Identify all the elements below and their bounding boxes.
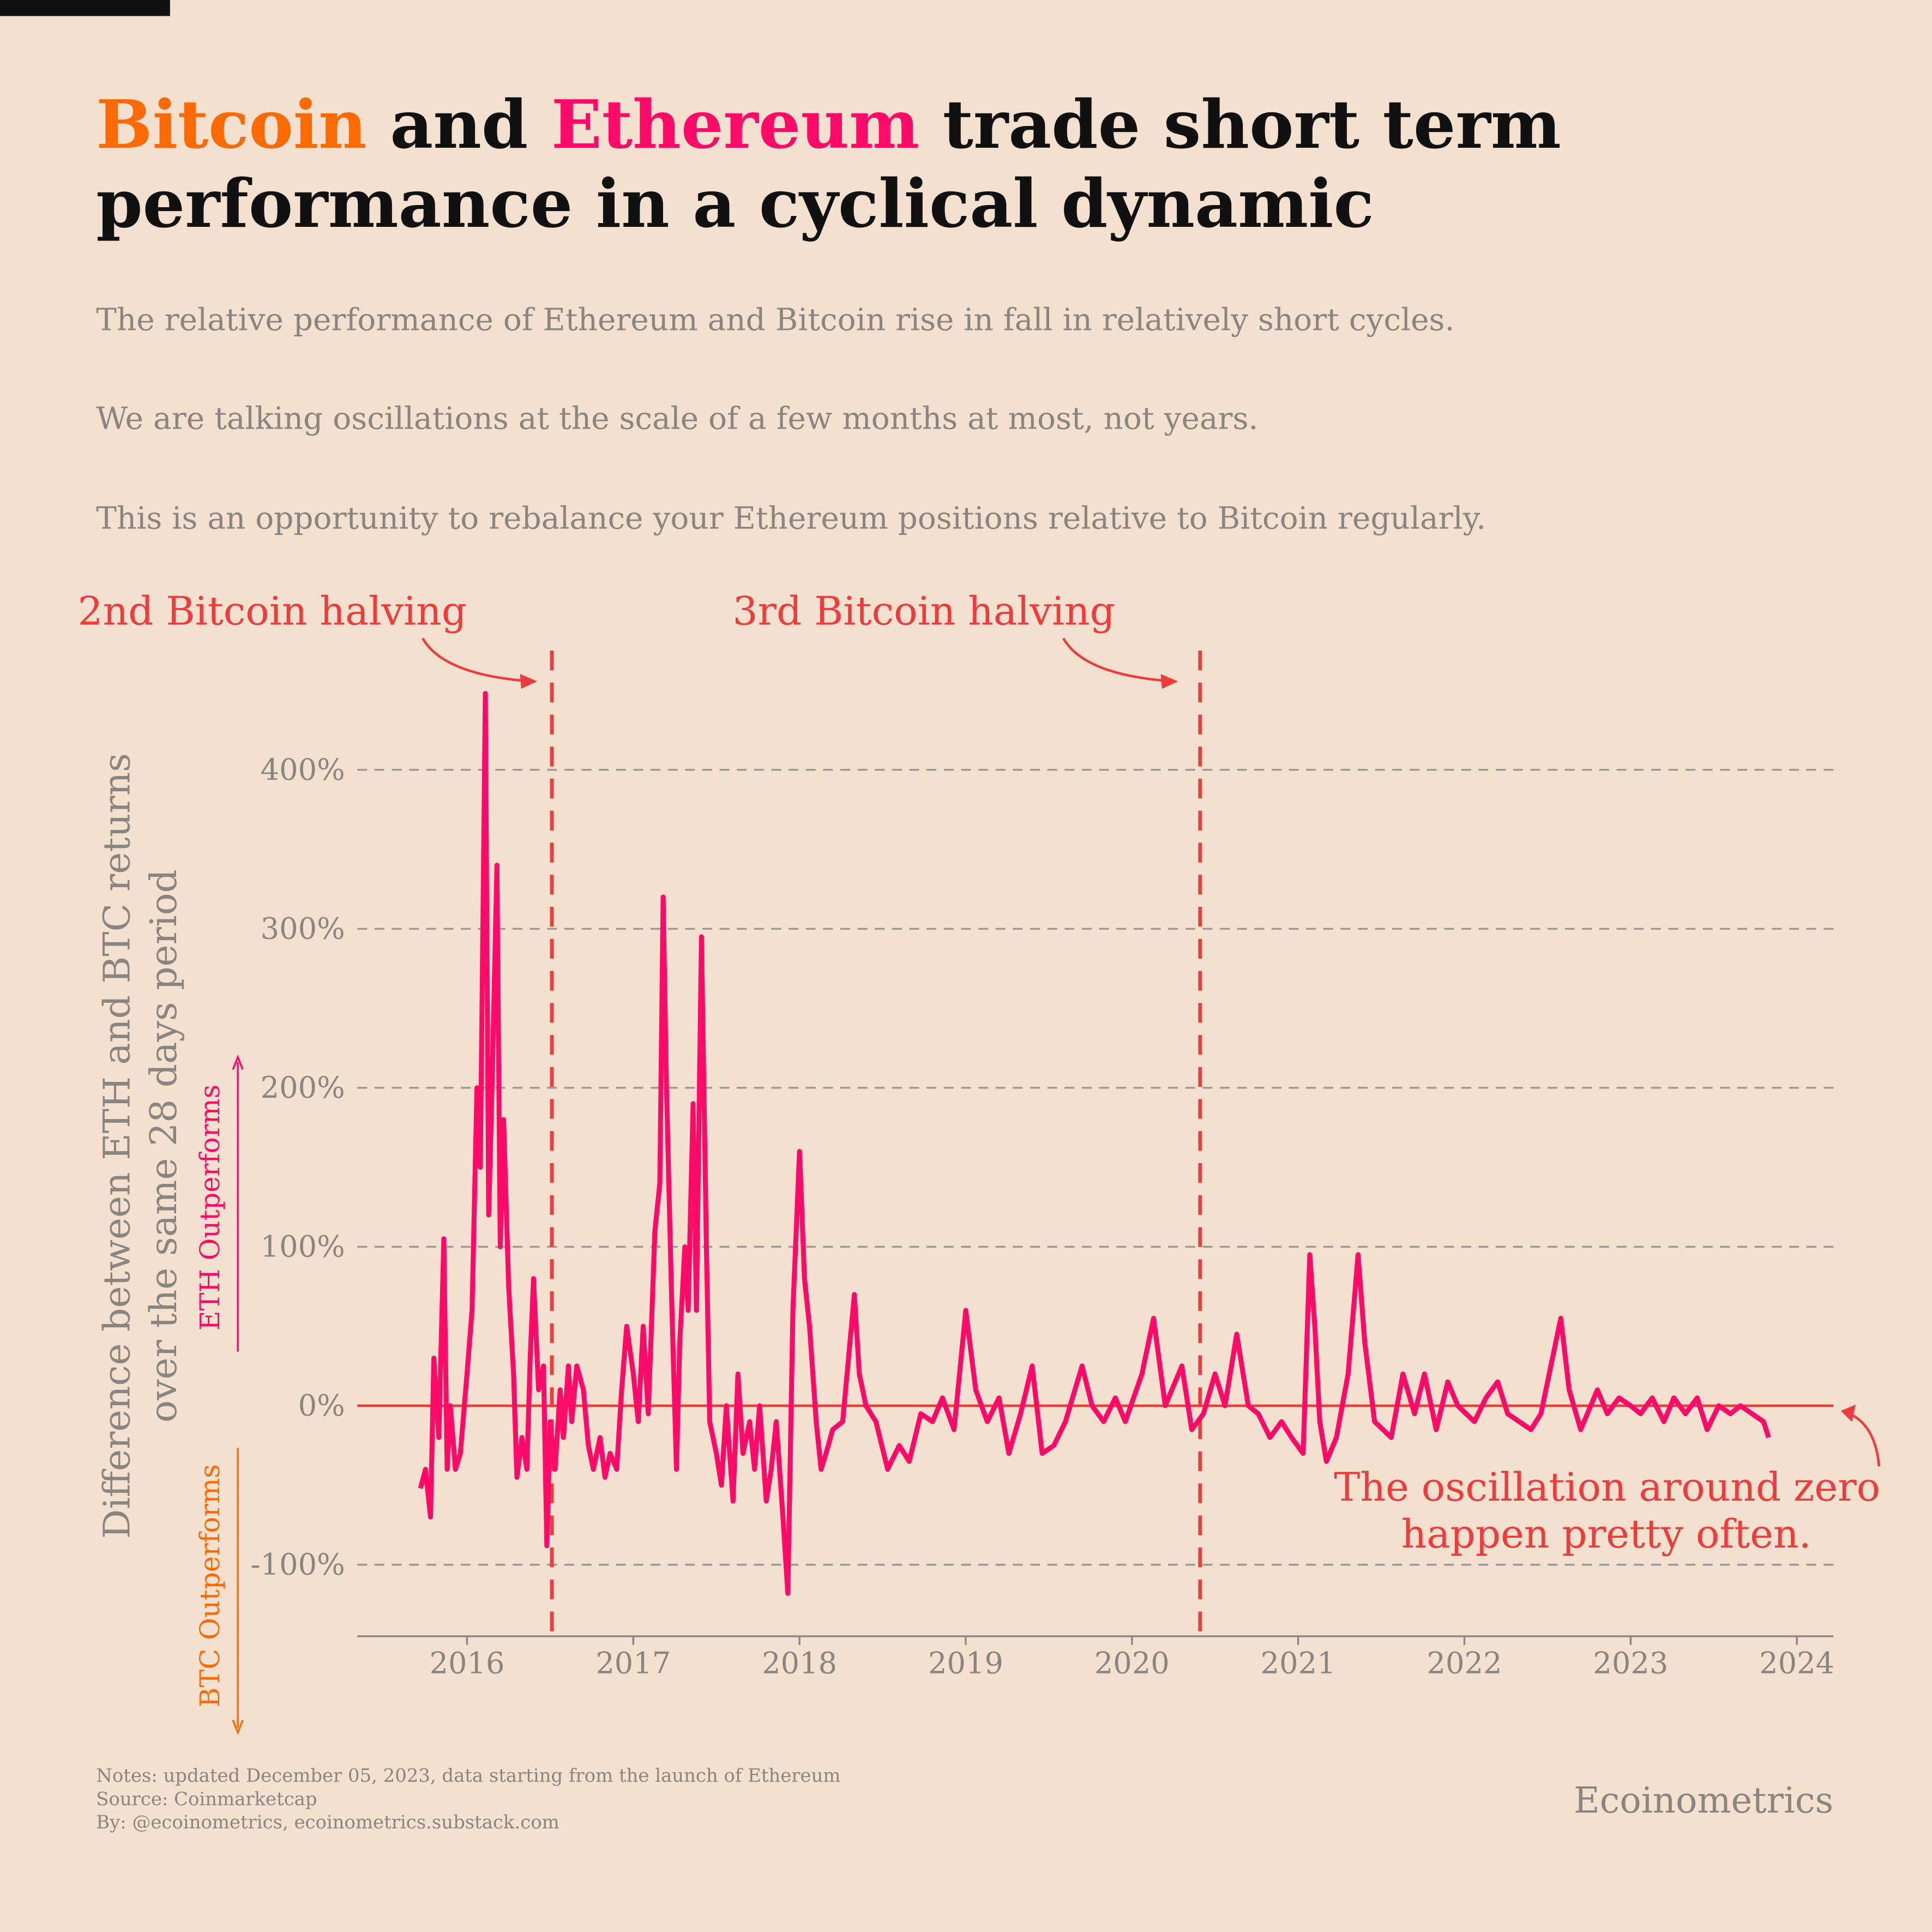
arrow-head xyxy=(520,673,538,689)
y-axis-label: Difference between ETH and BTC returns xyxy=(95,753,138,1539)
note: By: @ecoinometrics, ecoinometrics.substa… xyxy=(96,1811,559,1833)
brand: Ecoinometrics xyxy=(1574,1780,1833,1821)
title-part: performance in a cyclical dynamic xyxy=(96,164,1374,243)
eth-label: ETH Outperforms xyxy=(194,1085,226,1331)
y-axis-label: over the same 28 days period xyxy=(142,869,185,1423)
arrow-head xyxy=(1840,1404,1856,1422)
subtitle: The relative performance of Ethereum and… xyxy=(96,303,1454,338)
subtitle: This is an opportunity to rebalance your… xyxy=(96,501,1486,536)
chart-title: performance in a cyclical dynamic xyxy=(96,164,1374,243)
arrow-head xyxy=(1160,673,1178,689)
y-tick-label: 400% xyxy=(261,753,345,787)
x-tick-label: 2024 xyxy=(1759,1646,1834,1680)
arrow xyxy=(422,637,533,683)
note: Source: Coinmarketcap xyxy=(96,1788,317,1809)
btc-label: BTC Outperforms xyxy=(194,1464,226,1707)
y-tick-label: 0% xyxy=(298,1388,345,1423)
x-tick-label: 2017 xyxy=(595,1646,671,1680)
title-block: Bitcoin and Ethereum trade short termper… xyxy=(96,85,1561,243)
title-part: and xyxy=(367,85,551,164)
y-tick-label: 100% xyxy=(261,1229,345,1263)
arrow xyxy=(1062,637,1173,683)
top-bar xyxy=(0,0,170,16)
annotation: The oscillation around zero xyxy=(1334,1465,1880,1510)
x-tick-label: 2018 xyxy=(762,1646,837,1680)
data-line xyxy=(418,691,1771,1596)
y-tick-label: 200% xyxy=(261,1070,345,1105)
x-tick-label: 2023 xyxy=(1593,1646,1668,1680)
x-tick-label: 2020 xyxy=(1094,1646,1170,1680)
x-tick-label: 2016 xyxy=(429,1646,504,1680)
title-part: Bitcoin xyxy=(96,85,367,164)
title-part: Ethereum xyxy=(551,85,919,164)
annotation: happen pretty often. xyxy=(1401,1512,1811,1557)
halving-label: 3rd Bitcoin halving xyxy=(732,589,1115,635)
title-part: trade short term xyxy=(919,85,1561,164)
x-tick-label: 2022 xyxy=(1427,1646,1502,1680)
x-tick-label: 2019 xyxy=(928,1646,1003,1680)
x-tick-label: 2021 xyxy=(1261,1646,1336,1680)
y-tick-label: -100% xyxy=(250,1548,345,1582)
btc-arrow-head xyxy=(232,1719,244,1735)
eth-arrow-head xyxy=(232,1055,244,1070)
note: Notes: updated December 05, 2023, data s… xyxy=(96,1765,840,1786)
subtitle: We are talking oscillations at the scale… xyxy=(96,401,1258,436)
y-tick-label: 300% xyxy=(261,911,345,946)
chart-title: Bitcoin and Ethereum trade short term xyxy=(96,85,1561,164)
halving-label: 2nd Bitcoin halving xyxy=(78,589,467,635)
